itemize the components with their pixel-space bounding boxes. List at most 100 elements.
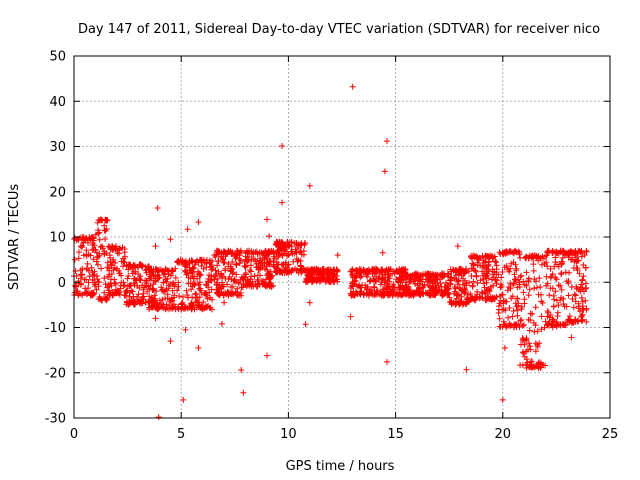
data-point [255, 266, 262, 273]
data-point [425, 282, 432, 289]
data-point [468, 273, 475, 279]
y-tick-label: -30 [45, 412, 66, 427]
data-point [195, 281, 202, 288]
data-point [169, 305, 176, 312]
data-point [214, 249, 221, 256]
data-point [399, 266, 406, 272]
data-point [270, 258, 277, 265]
data-point [443, 279, 449, 286]
data-point [538, 313, 545, 320]
data-point [222, 249, 229, 256]
x-tick-label: 5 [177, 427, 185, 442]
data-point [140, 290, 147, 297]
data-point [149, 286, 156, 293]
data-point [456, 266, 463, 272]
data-point [573, 285, 580, 292]
data-point [280, 247, 287, 254]
data-point [169, 297, 176, 304]
data-point [501, 264, 508, 271]
data-point [447, 274, 454, 281]
data-point [540, 362, 546, 369]
data-point [175, 306, 182, 313]
data-point [278, 239, 284, 246]
data-point [351, 268, 358, 275]
data-point [486, 254, 493, 261]
data-point [191, 280, 198, 287]
data-point [414, 280, 421, 287]
data-point [305, 269, 312, 276]
data-point [233, 261, 240, 268]
data-point [94, 276, 101, 283]
data-point [525, 292, 532, 299]
data-point [432, 272, 439, 279]
data-point [292, 246, 299, 253]
data-point [572, 298, 579, 305]
data-point [264, 266, 270, 273]
data-point [121, 246, 128, 252]
data-point [499, 269, 506, 275]
data-point [496, 315, 503, 322]
data-point [92, 246, 99, 253]
data-point [179, 304, 186, 311]
data-point [515, 302, 521, 309]
data-point [80, 252, 87, 259]
data-point [538, 326, 545, 333]
data-point [122, 253, 128, 260]
data-point [583, 305, 590, 312]
data-point [371, 268, 378, 274]
data-point [111, 280, 118, 286]
data-point [530, 319, 537, 326]
data-point [101, 248, 108, 255]
data-point [534, 341, 541, 348]
data-point [156, 268, 162, 275]
y-tick-label: 20 [49, 185, 66, 200]
data-point [441, 270, 447, 277]
data-point [543, 282, 550, 289]
data-point [250, 283, 257, 290]
data-point [84, 260, 91, 267]
data-point [384, 291, 391, 298]
data-point [123, 299, 130, 306]
data-point [221, 299, 228, 306]
data-point [559, 260, 566, 267]
data-point [583, 318, 590, 325]
data-point [529, 252, 536, 259]
data-point [106, 289, 113, 296]
data-point [121, 282, 128, 289]
data-point [453, 276, 460, 283]
data-point [90, 290, 97, 296]
data-point [101, 222, 108, 229]
data-point [90, 271, 97, 278]
data-point [192, 299, 199, 306]
data-point [366, 268, 373, 275]
data-point [333, 276, 340, 283]
data-point [527, 317, 534, 324]
data-point [511, 249, 517, 256]
data-point [353, 281, 360, 288]
data-point [79, 271, 86, 278]
data-point [568, 256, 574, 263]
data-point [474, 294, 481, 301]
x-tick-label: 0 [70, 427, 78, 442]
data-point [221, 259, 228, 266]
data-point [507, 265, 514, 272]
data-point [185, 274, 192, 281]
data-point [205, 284, 212, 291]
data-point [295, 241, 302, 248]
data-point [184, 292, 191, 298]
data-point [534, 254, 541, 260]
data-point [95, 283, 102, 290]
data-point [297, 262, 304, 269]
data-point [555, 250, 562, 257]
data-point [284, 269, 291, 276]
data-point [548, 273, 555, 280]
data-point [511, 271, 518, 278]
data-point [386, 272, 393, 279]
data-point [265, 275, 272, 282]
data-point [349, 271, 356, 278]
data-point [75, 255, 82, 262]
data-point [293, 249, 300, 256]
data-point [131, 263, 138, 270]
x-tick-label: 20 [495, 427, 512, 442]
data-point [405, 273, 411, 280]
